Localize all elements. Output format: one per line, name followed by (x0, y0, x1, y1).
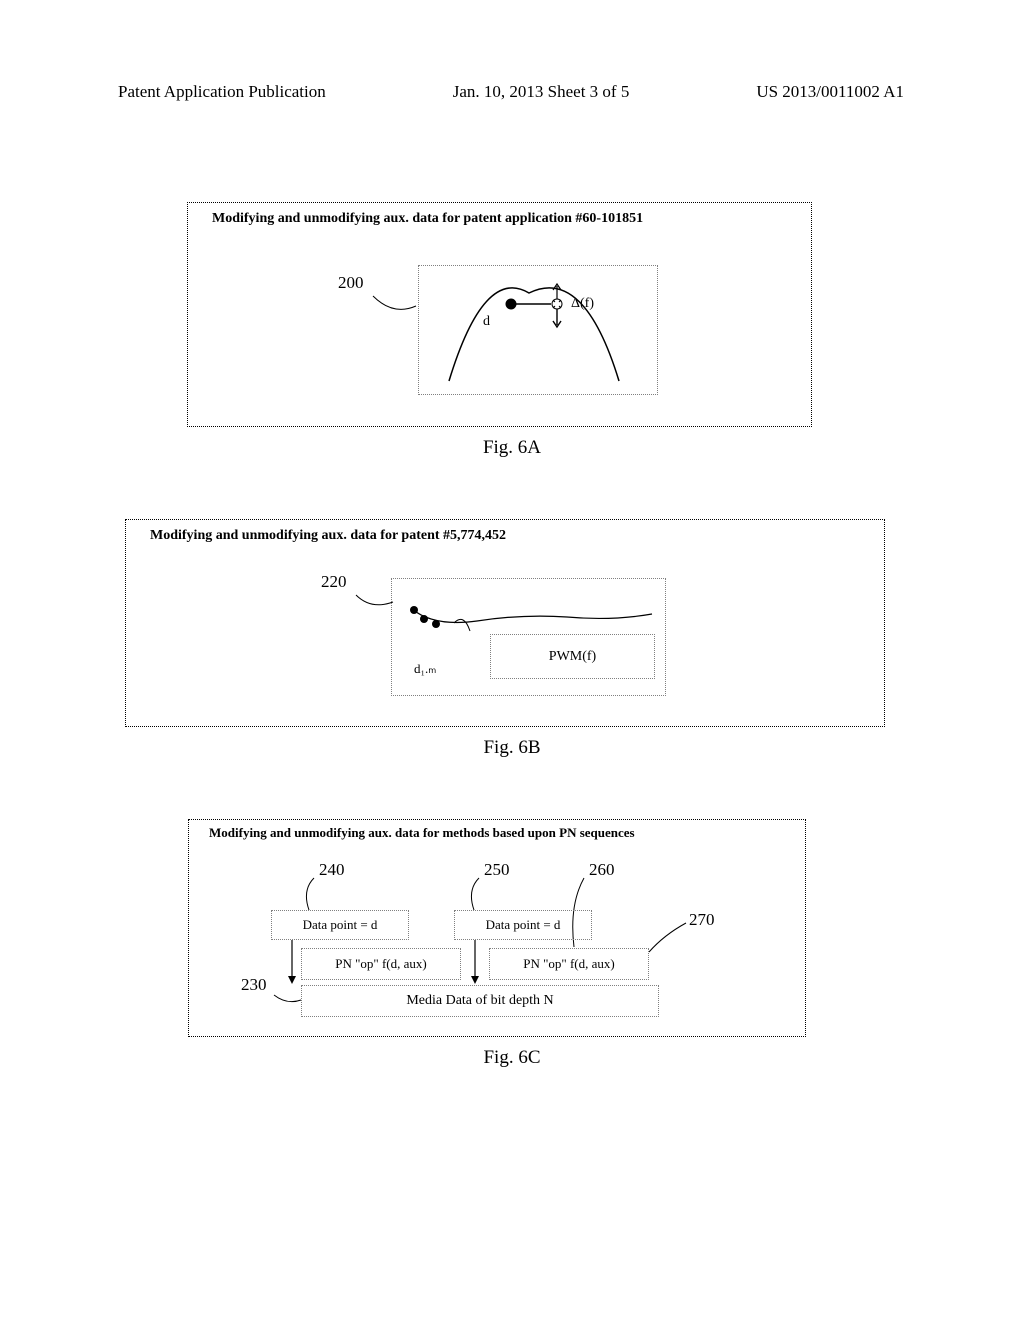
fig6a-delta-label: Δ(f) (571, 296, 594, 312)
d1m-dot3-icon (432, 620, 440, 628)
fig6b-inner-box: d₁.ₘ PWM(f) (391, 578, 666, 696)
fig6b-caption: Fig. 6B (0, 737, 1024, 759)
d1m-dot2-icon (420, 615, 428, 623)
fig6a-container: Modifying and unmodifying aux. data for … (187, 202, 812, 427)
fig6c-pn-2: PN "op" f(d, aux) (489, 948, 649, 980)
fig6b-label-220: 220 (321, 572, 347, 592)
fig6a-title: Modifying and unmodifying aux. data for … (212, 211, 643, 227)
fig6a-d-label: d (483, 314, 490, 330)
fig6c-datapoint-2: Data point = d (454, 910, 592, 940)
fig6c-caption: Fig. 6C (0, 1047, 1024, 1069)
fig6b-container: Modifying and unmodifying aux. data for … (125, 519, 885, 727)
fig6c-label-260: 260 (589, 860, 615, 880)
header-center: Jan. 10, 2013 Sheet 3 of 5 (453, 82, 630, 102)
fig6c-label-250: 250 (484, 860, 510, 880)
fig6b-title: Modifying and unmodifying aux. data for … (150, 528, 506, 544)
fig6c-label-230: 230 (241, 975, 267, 995)
fig6c-pn-1: PN "op" f(d, aux) (301, 948, 461, 980)
page-header: Patent Application Publication Jan. 10, … (0, 82, 1024, 102)
fig6b-pwm-box: PWM(f) (490, 634, 655, 679)
fig6c-leader-240 (294, 875, 344, 915)
fig6a-label-200: 200 (338, 273, 364, 293)
header-left: Patent Application Publication (118, 82, 326, 102)
fig6c-datapoint-1: Data point = d (271, 910, 409, 940)
header-right: US 2013/0011002 A1 (756, 82, 904, 102)
fig6a-caption: Fig. 6A (0, 437, 1024, 459)
fig6b-d1m-label: d₁.ₘ (414, 661, 436, 677)
fig6c-title: Modifying and unmodifying aux. data for … (209, 825, 635, 841)
content-area: Modifying and unmodifying aux. data for … (0, 150, 1024, 1069)
fig6a-inner-box: d Δ(f) (418, 265, 658, 395)
fig6c-arrow2-icon (467, 940, 487, 990)
fig6c-leader-250 (459, 875, 509, 915)
d-node-icon (506, 299, 516, 309)
fig6a-bell-curve (429, 281, 649, 391)
fig6c-media-box: Media Data of bit depth N (301, 985, 659, 1017)
fig6c-label-240: 240 (319, 860, 345, 880)
d1m-dot1-icon (410, 606, 418, 614)
fig6c-label-270: 270 (689, 910, 715, 930)
fig6c-container: Modifying and unmodifying aux. data for … (188, 819, 806, 1037)
